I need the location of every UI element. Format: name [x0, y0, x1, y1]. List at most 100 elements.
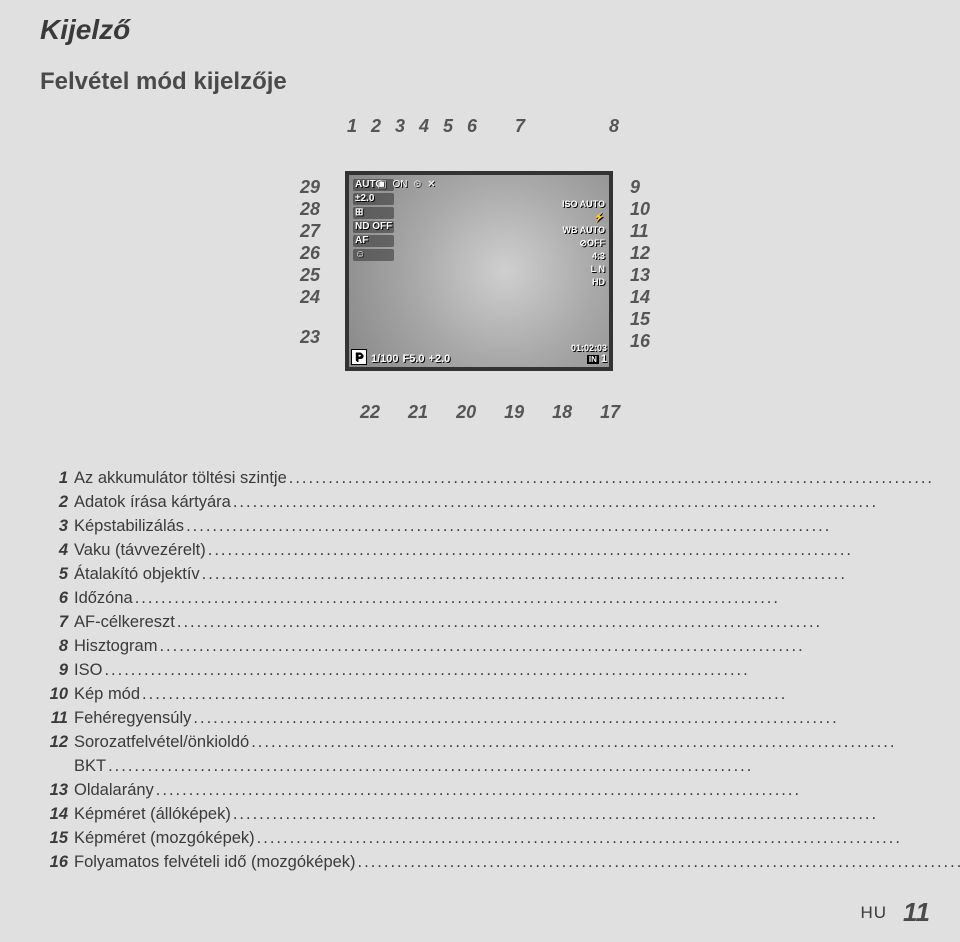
index-label: Folyamatos felvételi idő (mozgóképek)	[74, 850, 356, 874]
cancel-icon: ✕	[427, 179, 435, 190]
nd-off-icon: ND OFF	[353, 221, 394, 233]
index-label: Kép mód	[74, 682, 140, 706]
callout-num: 29	[300, 176, 320, 198]
index-label: AF-célkereszt	[74, 610, 175, 634]
callout-num: 20	[456, 402, 476, 423]
page-subheader: Felvétel mód kijelzője	[40, 68, 920, 96]
index-row: 1Az akkumulátor töltési szintje18. oldal	[40, 466, 960, 490]
index-row: 14Képméret (állóképek)41. oldal	[40, 802, 960, 826]
index-num: 9	[40, 658, 68, 682]
iso-icon: ISO AUTO	[562, 199, 605, 210]
shutter-value: 1/100	[371, 353, 399, 365]
callout-num: 4	[412, 116, 436, 137]
page-number: 11	[903, 897, 930, 928]
callout-diagram: 1 2 3 4 5 6 7 8 29 28 27 26 25 24 23 9 1…	[200, 116, 760, 436]
dot-leader	[289, 466, 960, 490]
index-num: 2	[40, 490, 68, 514]
drive-icon: ⚡	[562, 212, 605, 223]
callout-num: 22	[360, 402, 380, 423]
mode-p-badge: P	[351, 349, 367, 365]
face-icon: ☺	[353, 249, 394, 261]
callout-num: 6	[460, 116, 484, 137]
lcd-right-icons: ISO AUTO ⚡ WB AUTO ⊘OFF 4:3 L N HD	[562, 199, 605, 288]
dot-leader	[177, 610, 960, 634]
index-num: 12	[40, 730, 68, 754]
index-label: Képstabilizálás	[74, 514, 184, 538]
lcd-screen: AUTO ±2.0 ⊞ ND OFF AF ☺ ▣ ON ⏲ ✕ ISO AUT…	[345, 171, 613, 371]
index-num: 15	[40, 826, 68, 850]
callout-num: 9	[630, 176, 650, 198]
index-label: Képméret (állóképek)	[74, 802, 231, 826]
top-callout-numbers: 1 2 3 4 5 6 7 8	[340, 116, 626, 137]
index-num: 3	[40, 514, 68, 538]
index-row: 13Oldalarány41. oldal	[40, 778, 960, 802]
index-label: ISO	[74, 658, 102, 682]
hd-icon: HD	[562, 277, 605, 288]
index-row: 4Vaku (távvezérelt)80. oldal	[40, 538, 960, 562]
dot-leader	[202, 562, 960, 586]
dot-leader	[193, 706, 960, 730]
flash-comp-icon: ±2.0	[353, 193, 394, 205]
page-footer: HU 11	[860, 897, 930, 928]
flash-off-icon: ⊘OFF	[562, 238, 605, 249]
in-badge: IN	[587, 355, 599, 364]
aspect-icon: 4:3	[562, 251, 605, 262]
index-num: 11	[40, 706, 68, 730]
index-row: 3Képstabilizálás49. oldal	[40, 514, 960, 538]
callout-num: 28	[300, 198, 320, 220]
dot-leader	[156, 778, 960, 802]
af-icon: AF	[353, 235, 394, 247]
dot-leader	[233, 490, 960, 514]
dot-leader	[251, 730, 960, 754]
index-label: Oldalarány	[74, 778, 154, 802]
size-icon: L N	[562, 264, 605, 275]
index-left-column: 1Az akkumulátor töltési szintje18. oldal…	[40, 466, 960, 874]
metering-icon: ⊞	[353, 207, 394, 219]
callout-num: 16	[630, 330, 650, 352]
lcd-bottom-row: P 1/100 F5.0 +2.0 01:02:03 IN 1	[351, 343, 607, 365]
dot-leader	[358, 850, 960, 874]
callout-num: 10	[630, 198, 650, 220]
callout-num: 8	[602, 116, 626, 137]
index-row: 15Képméret (mozgóképek)42. oldal	[40, 826, 960, 850]
lcd-left-icons: AUTO ±2.0 ⊞ ND OFF AF ☺	[353, 179, 394, 261]
index-num: 6	[40, 586, 68, 610]
index-columns: 1Az akkumulátor töltési szintje18. oldal…	[40, 466, 920, 874]
index-row: 10Kép mód39. oldal	[40, 682, 960, 706]
index-num: 14	[40, 802, 68, 826]
index-label: Adatok írása kártyára	[74, 490, 231, 514]
wb-icon: WB AUTO	[562, 225, 605, 236]
callout-num: 23	[300, 326, 320, 348]
diagram-area: 1 2 3 4 5 6 7 8 29 28 27 26 25 24 23 9 1…	[40, 116, 920, 436]
dot-leader	[104, 658, 960, 682]
right-callout-numbers: 9 10 11 12 13 14 15 16	[630, 176, 650, 352]
callout-num: 19	[504, 402, 524, 423]
callout-num: 3	[388, 116, 412, 137]
dot-leader	[257, 826, 960, 850]
index-row: 11Fehéregyensúly40. oldal	[40, 706, 960, 730]
index-row: 16Folyamatos felvételi idő (mozgóképek)7…	[40, 850, 960, 874]
index-label: Időzóna	[74, 586, 133, 610]
left-callout-numbers: 29 28 27 26 25 24 23	[300, 176, 320, 348]
callout-num: 7	[508, 116, 532, 137]
is-on-icon: ON	[392, 179, 407, 190]
callout-num: 24	[300, 286, 320, 308]
callout-num: 27	[300, 220, 320, 242]
page-header: Kijelző	[40, 14, 920, 46]
callout-num: 13	[630, 264, 650, 286]
timecode: 01:02:03	[571, 343, 607, 353]
index-num: 4	[40, 538, 68, 562]
index-row: 5Átalakító objektív49., 81. oldal	[40, 562, 960, 586]
dot-leader	[208, 538, 960, 562]
index-num: 8	[40, 634, 68, 658]
lang-code: HU	[860, 903, 887, 923]
index-label: Hisztogram	[74, 634, 157, 658]
dot-leader	[108, 754, 960, 778]
exp-comp-value: +2.0	[429, 353, 451, 365]
callout-num: 15	[630, 308, 650, 330]
dot-leader	[159, 634, 960, 658]
index-label: BKT	[74, 754, 106, 778]
timer-icon: ⏲	[413, 179, 421, 190]
callout-num: 14	[630, 286, 650, 308]
index-num: 10	[40, 682, 68, 706]
